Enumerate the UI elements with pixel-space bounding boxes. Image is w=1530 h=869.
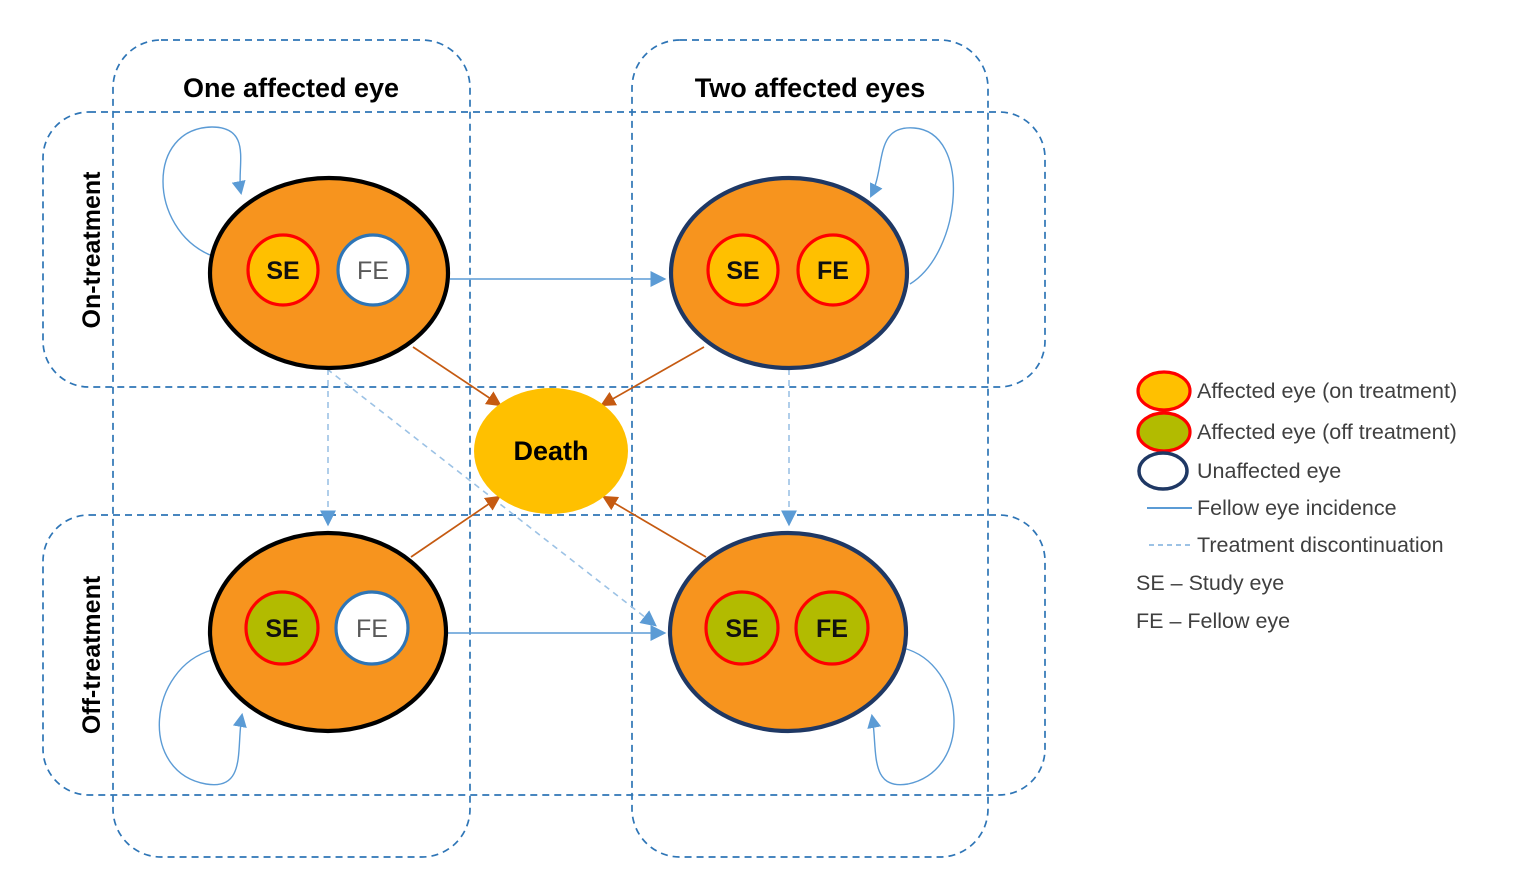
column-box-one-affected-eye — [112, 39, 471, 858]
legend-unaffected-swatch-icon — [1137, 451, 1189, 491]
legend-label: Treatment discontinuation — [1197, 533, 1444, 557]
state-two-affected-on-treatment: SE FE — [668, 175, 910, 371]
discontinuation-arrow-diagonal — [326, 368, 657, 627]
row-header-off-treatment: Off-treatment — [78, 575, 106, 734]
legend-abbreviation-se: SE – Study eye — [1136, 571, 1284, 595]
study-eye-label: SE — [266, 257, 299, 285]
study-eye-label: SE — [726, 257, 759, 285]
row-box-off-treatment — [42, 514, 1046, 796]
death-ellipse — [474, 388, 628, 514]
row-header-on-treatment: On-treatment — [78, 171, 106, 329]
legend-abbreviation-fe: FE – Fellow eye — [1136, 609, 1290, 633]
state-death: Death — [474, 388, 628, 514]
fellow-eye-affected-off-circle — [794, 590, 870, 666]
fellow-eye-label: FE — [817, 257, 849, 285]
study-eye-label: SE — [725, 615, 758, 643]
study-eye-affected-on-circle — [246, 233, 320, 307]
legend-affected-on-swatch-icon — [1136, 370, 1192, 412]
death-arrow-from-on-one — [412, 346, 502, 407]
legend-label: Affected eye (off treatment) — [1197, 420, 1457, 444]
column-box-two-affected-eyes — [631, 39, 989, 858]
state-one-affected-off-treatment: SE FE — [207, 530, 449, 734]
self-loop-off-two-arrow — [867, 647, 955, 786]
row-box-on-treatment — [42, 111, 1046, 388]
fellow-eye-unaffected-circle — [336, 233, 410, 307]
study-eye-affected-off-circle — [704, 590, 780, 666]
fellow-eye-unaffected-circle — [334, 590, 410, 666]
legend-label: Unaffected eye — [1197, 459, 1341, 483]
legend-affected-off-swatch-icon — [1136, 411, 1192, 453]
self-loop-off-one-arrow — [158, 649, 247, 786]
fellow-eye-label: FE — [816, 615, 848, 643]
column-header-two-affected-eyes: Two affected eyes — [695, 73, 926, 103]
death-arrow-from-off-two — [602, 495, 707, 558]
study-eye-label: SE — [265, 615, 298, 643]
fellow-eye-label: FE — [357, 257, 389, 285]
study-eye-affected-off-circle — [244, 590, 320, 666]
study-eye-affected-on-circle — [706, 233, 780, 307]
state-two-affected-off-treatment: SE FE — [667, 530, 909, 734]
death-label: Death — [513, 436, 588, 466]
death-arrow-from-on-two — [600, 346, 705, 407]
death-arrow-from-off-one — [410, 495, 501, 558]
state-ellipse — [207, 530, 449, 734]
legend-label: Affected eye (on treatment) — [1197, 379, 1457, 403]
self-loop-on-one-arrow — [162, 126, 246, 256]
state-ellipse — [668, 175, 910, 371]
fellow-eye-affected-on-circle — [796, 233, 870, 307]
legend-label: Fellow eye incidence — [1197, 496, 1397, 520]
fellow-eye-label: FE — [356, 615, 388, 643]
column-header-one-affected-eye: One affected eye — [183, 73, 399, 103]
state-ellipse — [207, 175, 451, 371]
state-ellipse — [667, 530, 909, 734]
self-loop-on-two-arrow — [870, 127, 954, 285]
legend: Affected eye (on treatment) Affected eye… — [1136, 370, 1457, 633]
state-one-affected-on-treatment: SE FE — [207, 175, 451, 371]
